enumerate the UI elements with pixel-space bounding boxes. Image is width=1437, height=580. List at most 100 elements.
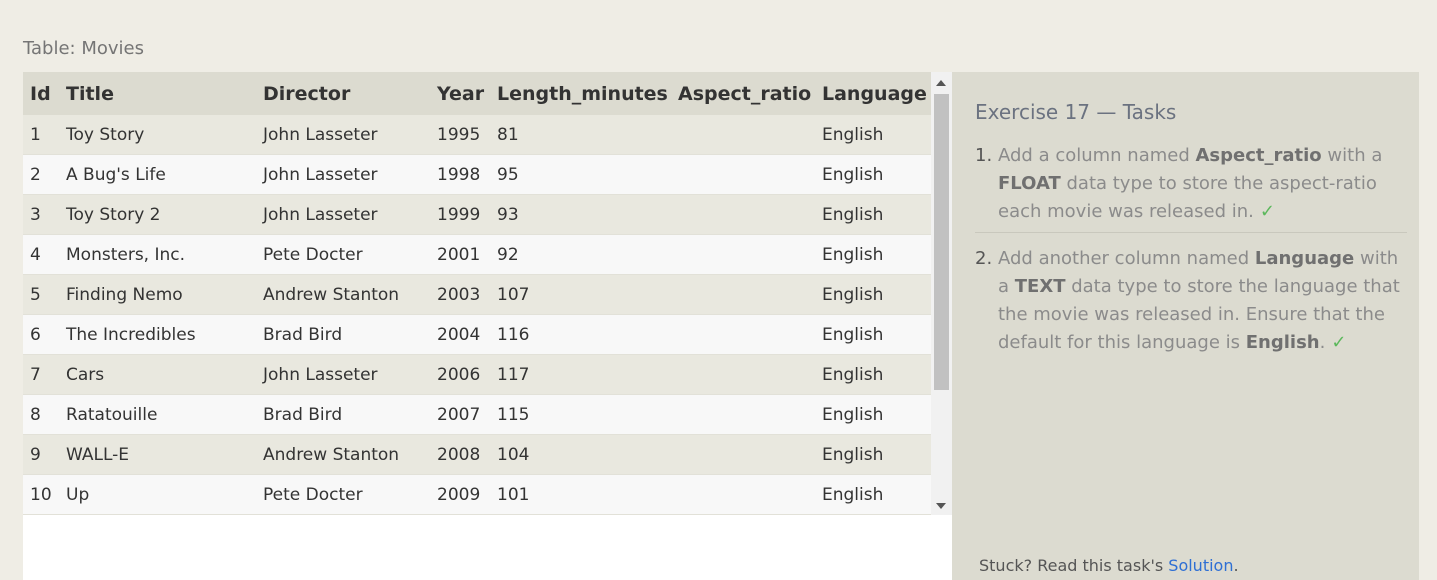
table-cell: Finding Nemo	[59, 274, 256, 315]
table-cell: English	[815, 274, 931, 315]
table-cell: 2007	[430, 394, 490, 435]
table-cell: 1995	[430, 115, 490, 155]
table-cell: Up	[59, 474, 256, 515]
task-text: .	[1319, 332, 1326, 353]
table-row: 3 Toy Story 2 John Lasseter 1999 93 English	[23, 194, 931, 235]
table-row: 8 Ratatouille Brad Bird 2007 115 English	[23, 394, 931, 435]
table-cell: Andrew Stanton	[256, 434, 430, 475]
column-header: Language	[822, 82, 927, 105]
table-cell: John Lasseter	[256, 354, 430, 395]
exercise-title: Exercise 17 — Tasks	[975, 100, 1177, 124]
checkmark-icon: ✓	[1259, 201, 1275, 222]
scrollbar-thumb[interactable]	[934, 94, 949, 390]
table-cell: 95	[490, 154, 671, 195]
stuck-hint: Stuck? Read this task's Solution.	[979, 556, 1239, 575]
table-cell: English	[815, 354, 931, 395]
checkmark-icon: ✓	[1331, 332, 1347, 353]
table-cell: 104	[490, 434, 671, 475]
table-row: 5 Finding Nemo Andrew Stanton 2003 107 Englis…	[23, 274, 931, 315]
vertical-scrollbar[interactable]	[931, 72, 952, 515]
table-cell: 2003	[430, 274, 490, 315]
table-cell: 2	[23, 154, 59, 195]
table-cell	[671, 234, 815, 275]
table-cell: 7	[23, 354, 59, 395]
table-cell: English	[815, 154, 931, 195]
scroll-down-arrow-icon[interactable]	[936, 503, 946, 509]
table-cell: Monsters, Inc.	[59, 234, 256, 275]
table-cell: Pete Docter	[256, 234, 430, 275]
table-scroll-area[interactable]: Id Title Director Year Length_minutes Aspect_…	[23, 72, 931, 515]
table-cell: English	[815, 434, 931, 475]
table-cell	[671, 115, 815, 155]
table-cell: John Lasseter	[256, 154, 430, 195]
table-cell: 2009	[430, 474, 490, 515]
table-cell: 1998	[430, 154, 490, 195]
table-cell: English	[815, 314, 931, 355]
table-cell: 6	[23, 314, 59, 355]
table-cell: 92	[490, 234, 671, 275]
task-keyword: Aspect_ratio	[1195, 145, 1322, 166]
column-header: Id	[30, 82, 51, 105]
table-panel: Id Title Director Year Length_minutes Aspect_…	[23, 72, 952, 580]
table-cell: 2008	[430, 434, 490, 475]
column-header: Title	[66, 82, 114, 105]
stuck-text: Stuck? Read this task's	[979, 556, 1169, 575]
table-cell: 1999	[430, 194, 490, 235]
table-row: 9 WALL-E Andrew Stanton 2008 104 English	[23, 434, 931, 475]
solution-link[interactable]: Solution	[1168, 556, 1234, 575]
table-cell: English	[815, 234, 931, 275]
task-text: Add another column named	[998, 248, 1255, 269]
task-keyword: Language	[1254, 248, 1355, 269]
table-cell: 2004	[430, 314, 490, 355]
task-list: 1. Add a column named Aspect_ratio with …	[975, 142, 1407, 375]
task-text: with a	[998, 248, 1399, 297]
table-cell: English	[815, 394, 931, 435]
table-cell	[671, 474, 815, 515]
movies-table: Id Title Director Year Length_minutes Aspect_…	[23, 72, 931, 515]
table-cell: 115	[490, 394, 671, 435]
column-header: Director	[263, 82, 351, 105]
table-cell	[671, 434, 815, 475]
table-cell	[671, 274, 815, 315]
column-header: Year	[437, 82, 485, 105]
table-cell	[671, 394, 815, 435]
task-item: 1. Add a column named Aspect_ratio with …	[975, 142, 1407, 233]
task-keyword: FLOAT	[998, 173, 1061, 194]
table-row: 4 Monsters, Inc. Pete Docter 2001 92 English	[23, 234, 931, 275]
column-header: Aspect_ratio	[678, 82, 812, 105]
task-number: 1.	[975, 145, 993, 166]
table-cell: John Lasseter	[256, 194, 430, 235]
scroll-up-arrow-icon[interactable]	[936, 80, 946, 86]
table-cell: 8	[23, 394, 59, 435]
table-header-row: Id Title Director Year Length_minutes Aspect_…	[23, 72, 931, 115]
table-cell: 1	[23, 115, 59, 155]
table-cell: English	[815, 115, 931, 155]
table-cell: Andrew Stanton	[256, 274, 430, 315]
table-cell: Ratatouille	[59, 394, 256, 435]
table-cell	[671, 154, 815, 195]
task-item: 2. Add another column named Language wit…	[975, 245, 1407, 363]
table-cell: Pete Docter	[256, 474, 430, 515]
task-text: data type to store the language that the…	[998, 276, 1400, 353]
table-cell: John Lasseter	[256, 115, 430, 155]
task-text: Add a column named	[998, 145, 1196, 166]
table-cell	[671, 314, 815, 355]
table-cell: 116	[490, 314, 671, 355]
table-cell: 93	[490, 194, 671, 235]
task-keyword: English	[1245, 332, 1320, 353]
table-cell: 9	[23, 434, 59, 475]
table-cell: Toy Story	[59, 115, 256, 155]
table-row: 1 Toy Story John Lasseter 1995 81 English	[23, 115, 931, 155]
stuck-period: .	[1233, 556, 1239, 575]
table-cell: English	[815, 194, 931, 235]
task-keyword: TEXT	[1014, 276, 1066, 297]
table-cell: 5	[23, 274, 59, 315]
table-row: 7 Cars John Lasseter 2006 117 English	[23, 354, 931, 395]
task-number: 2.	[975, 248, 993, 269]
table-cell: 81	[490, 115, 671, 155]
table-cell: 4	[23, 234, 59, 275]
table-cell	[671, 194, 815, 235]
table-cell: 117	[490, 354, 671, 395]
table-cell: The Incredibles	[59, 314, 256, 355]
